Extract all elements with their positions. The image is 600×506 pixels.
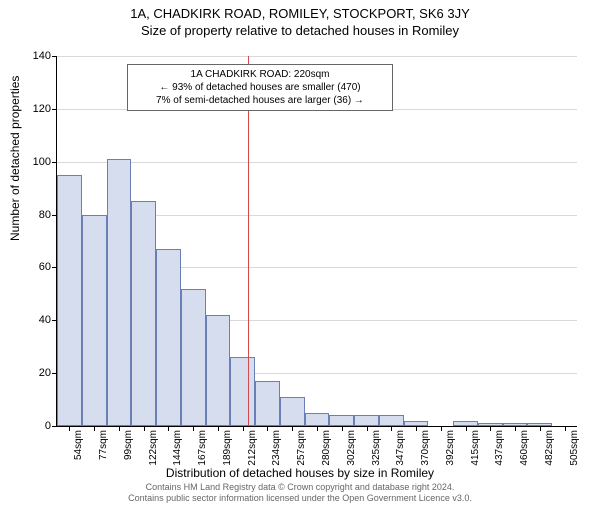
xtick-mark	[466, 426, 467, 431]
ytick-mark	[52, 426, 57, 427]
ytick-mark	[52, 162, 57, 163]
ytick-mark	[52, 109, 57, 110]
histogram-bar	[131, 201, 156, 426]
footer-line2: Contains public sector information licen…	[0, 493, 600, 504]
ytick-label: 120	[11, 103, 51, 115]
xtick-mark	[367, 426, 368, 431]
gridline	[57, 162, 577, 163]
histogram-bar	[230, 357, 255, 426]
xtick-label: 415sqm	[470, 430, 481, 466]
xtick-mark	[416, 426, 417, 431]
xtick-label: 482sqm	[544, 430, 555, 466]
ytick-mark	[52, 56, 57, 57]
histogram-bar	[57, 175, 82, 426]
annotation-line: 7% of semi-detached houses are larger (3…	[134, 94, 386, 107]
x-axis-label: Distribution of detached houses by size …	[0, 466, 600, 480]
xtick-label: 370sqm	[420, 430, 431, 466]
histogram-bar	[379, 415, 404, 426]
xtick-label: 505sqm	[569, 430, 580, 466]
histogram-bar	[107, 159, 132, 426]
xtick-label: 460sqm	[519, 430, 530, 466]
xtick-label: 167sqm	[197, 430, 208, 466]
ytick-label: 20	[11, 367, 51, 379]
xtick-label: 144sqm	[172, 430, 183, 466]
xtick-label: 54sqm	[73, 430, 84, 460]
chart-title-sub: Size of property relative to detached ho…	[0, 23, 600, 38]
xtick-label: 392sqm	[445, 430, 456, 466]
xtick-mark	[144, 426, 145, 431]
chart-title-main: 1A, CHADKIRK ROAD, ROMILEY, STOCKPORT, S…	[0, 6, 600, 21]
gridline	[57, 56, 577, 57]
annotation-box: 1A CHADKIRK ROAD: 220sqm← 93% of detache…	[127, 64, 393, 111]
ytick-label: 140	[11, 50, 51, 62]
marker-line	[248, 56, 249, 426]
xtick-label: 122sqm	[148, 430, 159, 466]
xtick-mark	[490, 426, 491, 431]
ytick-label: 40	[11, 314, 51, 326]
histogram-bar	[206, 315, 231, 426]
xtick-label: 302sqm	[346, 430, 357, 466]
xtick-mark	[218, 426, 219, 431]
xtick-mark	[540, 426, 541, 431]
xtick-mark	[94, 426, 95, 431]
xtick-label: 437sqm	[494, 430, 505, 466]
histogram-bar	[181, 289, 206, 426]
xtick-mark	[391, 426, 392, 431]
ytick-label: 80	[11, 209, 51, 221]
xtick-label: 212sqm	[247, 430, 258, 466]
histogram-bar	[280, 397, 305, 426]
xtick-label: 99sqm	[123, 430, 134, 460]
histogram-bar	[305, 413, 330, 426]
ytick-label: 100	[11, 156, 51, 168]
histogram-bar	[255, 381, 280, 426]
xtick-label: 189sqm	[222, 430, 233, 466]
xtick-mark	[267, 426, 268, 431]
xtick-mark	[243, 426, 244, 431]
xtick-mark	[565, 426, 566, 431]
xtick-mark	[69, 426, 70, 431]
xtick-mark	[317, 426, 318, 431]
xtick-mark	[441, 426, 442, 431]
annotation-line: ← 93% of detached houses are smaller (47…	[134, 81, 386, 94]
xtick-label: 257sqm	[296, 430, 307, 466]
xtick-label: 347sqm	[395, 430, 406, 466]
xtick-mark	[168, 426, 169, 431]
xtick-label: 77sqm	[98, 430, 109, 460]
xtick-mark	[193, 426, 194, 431]
ytick-label: 60	[11, 261, 51, 273]
xtick-label: 280sqm	[321, 430, 332, 466]
histogram-bar	[156, 249, 181, 426]
annotation-line: 1A CHADKIRK ROAD: 220sqm	[134, 68, 386, 81]
xtick-label: 325sqm	[371, 430, 382, 466]
footer-attribution: Contains HM Land Registry data © Crown c…	[0, 482, 600, 504]
xtick-mark	[342, 426, 343, 431]
xtick-mark	[292, 426, 293, 431]
xtick-label: 234sqm	[271, 430, 282, 466]
footer-line1: Contains HM Land Registry data © Crown c…	[0, 482, 600, 493]
plot-container: 02040608010012014054sqm77sqm99sqm122sqm1…	[56, 56, 576, 426]
xtick-mark	[515, 426, 516, 431]
histogram-bar	[354, 415, 379, 426]
histogram-bar	[329, 415, 354, 426]
histogram-bar	[82, 215, 107, 426]
xtick-mark	[119, 426, 120, 431]
ytick-label: 0	[11, 420, 51, 432]
plot-area: 02040608010012014054sqm77sqm99sqm122sqm1…	[56, 56, 577, 427]
